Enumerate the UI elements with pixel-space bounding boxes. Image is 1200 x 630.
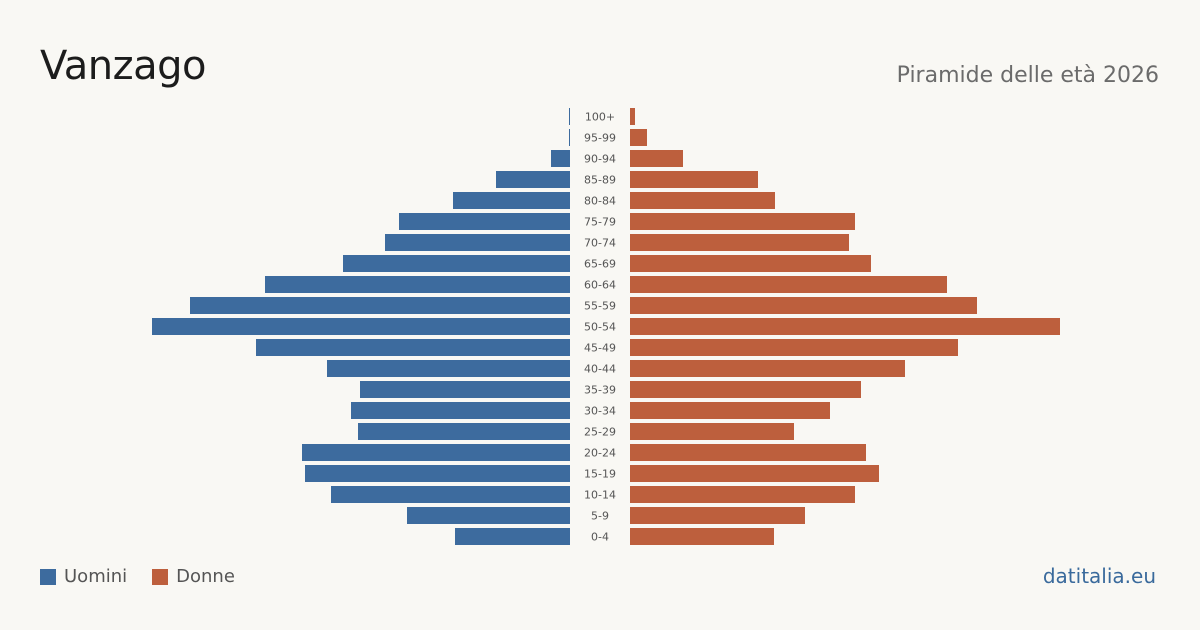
bar-women-75-79 <box>630 213 855 230</box>
source-link[interactable]: datitalia.eu <box>1042 564 1156 588</box>
age-group-label: 10-14 <box>584 489 616 502</box>
age-group-label: 40-44 <box>584 363 616 376</box>
bar-women-20-24 <box>630 444 866 461</box>
bar-women-45-49 <box>630 339 958 356</box>
age-group-label: 5-9 <box>591 510 609 523</box>
bar-men-50-54 <box>152 318 570 335</box>
legend-item-women: Donne <box>152 566 235 587</box>
bar-women-70-74 <box>630 234 849 251</box>
bar-men-80-84 <box>453 192 570 209</box>
bar-men-40-44 <box>327 360 570 377</box>
legend-swatch-women <box>152 568 169 585</box>
bar-women-5-9 <box>630 507 805 524</box>
bar-men-15-19 <box>305 465 570 482</box>
bar-men-35-39 <box>360 381 570 398</box>
age-group-label: 85-89 <box>584 174 616 187</box>
bar-men-45-49 <box>256 339 570 356</box>
bar-women-50-54 <box>630 318 1060 335</box>
bar-men-25-29 <box>358 423 570 440</box>
bar-women-10-14 <box>630 486 855 503</box>
bar-women-60-64 <box>630 276 947 293</box>
bar-women-40-44 <box>630 360 905 377</box>
bar-men-95-99 <box>569 129 570 146</box>
legend-item-men: Uomini <box>40 566 127 587</box>
age-group-label: 50-54 <box>584 321 616 334</box>
age-group-label: 90-94 <box>584 153 616 166</box>
bar-men-30-34 <box>351 402 570 419</box>
bar-men-60-64 <box>265 276 570 293</box>
age-group-label: 15-19 <box>584 468 616 481</box>
bar-women-90-94 <box>630 150 683 167</box>
age-group-label: 65-69 <box>584 258 616 271</box>
bar-women-80-84 <box>630 192 775 209</box>
age-group-label: 30-34 <box>584 405 616 418</box>
bar-men-65-69 <box>343 255 570 272</box>
bar-women-35-39 <box>630 381 861 398</box>
bar-women-30-34 <box>630 402 830 419</box>
bar-men-5-9 <box>407 507 570 524</box>
bar-women-85-89 <box>630 171 758 188</box>
age-group-label: 20-24 <box>584 447 616 460</box>
chart-subtitle: Piramide delle età 2026 <box>896 63 1159 88</box>
legend-label-men: Uomini <box>64 566 128 587</box>
age-group-label: 80-84 <box>584 195 616 208</box>
age-group-label: 55-59 <box>584 300 616 313</box>
bar-women-100+ <box>630 108 635 125</box>
chart-legend: Uomini Donne <box>40 566 260 587</box>
age-group-label: 100+ <box>585 111 615 124</box>
bar-women-15-19 <box>630 465 879 482</box>
bar-men-55-59 <box>190 297 570 314</box>
age-group-label: 70-74 <box>584 237 616 250</box>
age-group-label: 0-4 <box>591 531 609 544</box>
bar-men-100+ <box>569 108 570 125</box>
bar-men-70-74 <box>385 234 570 251</box>
age-group-label: 95-99 <box>584 132 616 145</box>
age-group-label: 35-39 <box>584 384 616 397</box>
legend-label-women: Donne <box>176 566 235 587</box>
bar-women-65-69 <box>630 255 871 272</box>
age-group-label: 45-49 <box>584 342 616 355</box>
age-group-label: 75-79 <box>584 216 616 229</box>
page-title: Vanzago <box>40 43 207 89</box>
bar-women-55-59 <box>630 297 977 314</box>
bar-men-75-79 <box>399 213 570 230</box>
bar-men-10-14 <box>331 486 570 503</box>
age-group-label: 25-29 <box>584 426 616 439</box>
bar-men-20-24 <box>302 444 570 461</box>
age-group-label: 60-64 <box>584 279 616 292</box>
bar-women-25-29 <box>630 423 794 440</box>
bar-men-0-4 <box>455 528 570 545</box>
bar-women-0-4 <box>630 528 774 545</box>
bar-women-95-99 <box>630 129 647 146</box>
legend-swatch-men <box>40 568 56 585</box>
bar-men-85-89 <box>496 171 570 188</box>
bar-men-90-94 <box>551 150 570 167</box>
